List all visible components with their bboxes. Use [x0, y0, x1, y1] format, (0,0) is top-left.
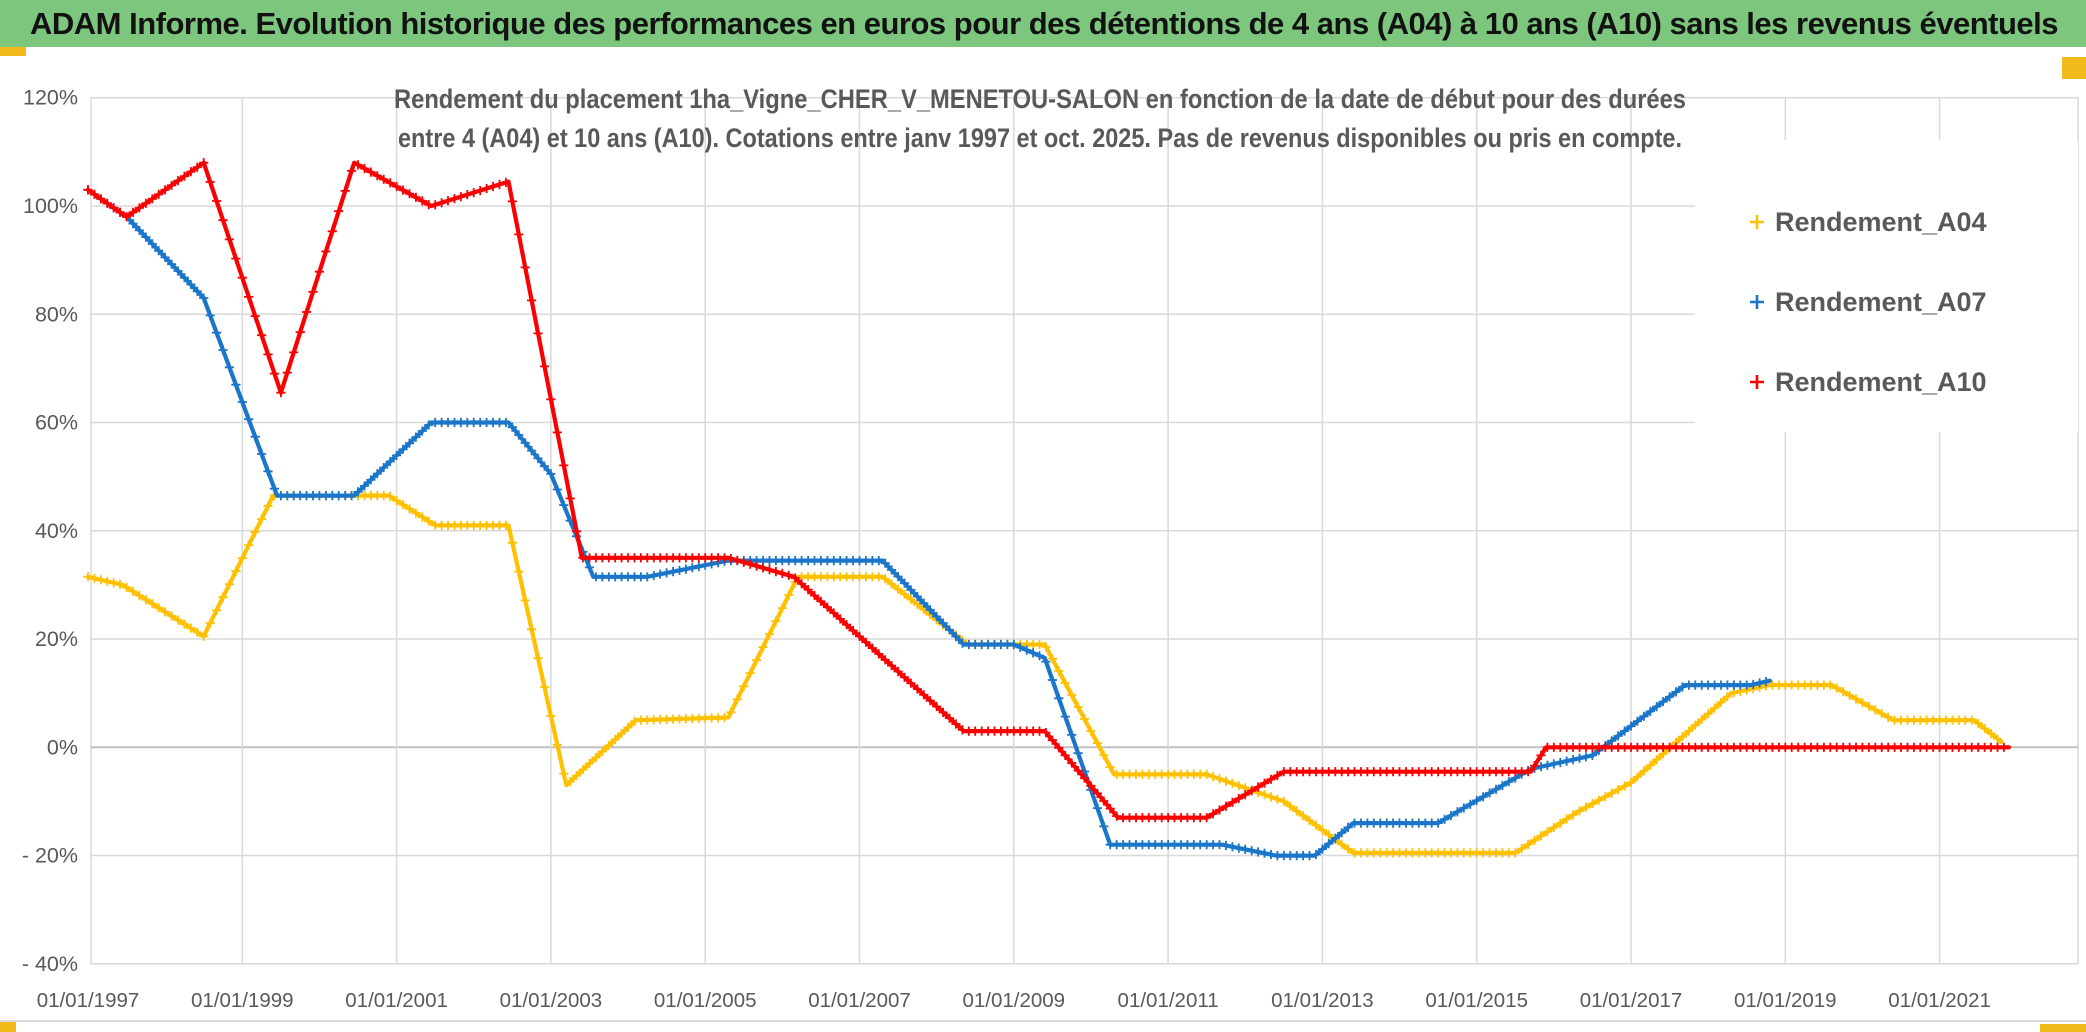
x-tick-label: 01/01/2003 [500, 989, 603, 1012]
legend-label: Rendement_A10 [1775, 367, 1987, 397]
x-tick-label: 01/01/2015 [1425, 989, 1528, 1012]
frame-accent-bottom-left [0, 1022, 16, 1032]
frame-accent-bottom-right [2040, 1024, 2086, 1032]
chart-title-line2: entre 4 (A04) et 10 ans (A10). Cotations… [398, 123, 1682, 153]
y-tick-label: 120% [23, 86, 78, 110]
y-tick-label: 100% [23, 194, 78, 218]
y-tick-label: - 20% [22, 844, 78, 868]
y-tick-label: 0% [47, 735, 78, 759]
legend-box [1695, 140, 2078, 432]
x-tick-label: 01/01/2013 [1271, 989, 1374, 1012]
legend-label: Rendement_A07 [1775, 287, 1987, 317]
x-tick-label: 01/01/2007 [808, 989, 911, 1012]
legend-plus-marker [1750, 375, 1764, 389]
legend-item-rendement_a04: Rendement_A04 [1750, 207, 1987, 237]
y-tick-label: 80% [35, 302, 78, 326]
y-tick-label: 60% [35, 411, 78, 435]
frame-accent-top-left [0, 47, 26, 56]
legend-label: Rendement_A04 [1775, 207, 1987, 237]
x-tick-label: 01/01/1997 [37, 989, 140, 1012]
x-tick-label: 01/01/2005 [654, 989, 757, 1012]
legend-item-rendement_a07: Rendement_A07 [1750, 287, 1987, 317]
x-tick-label: 01/01/1999 [191, 989, 294, 1012]
chart-title-line1: Rendement du placement 1ha_Vigne_CHER_V_… [394, 84, 1686, 114]
series-Rendement_A10 [83, 158, 2012, 823]
frame-accent-top-right [2062, 57, 2086, 79]
y-tick-label: 40% [35, 519, 78, 543]
x-tick-label: 01/01/2019 [1734, 989, 1837, 1012]
legend-plus-marker [1750, 295, 1764, 309]
page-title: ADAM Informe. Evolution historique des p… [30, 5, 2059, 41]
x-tick-label: 01/01/2021 [1888, 989, 1991, 1012]
x-tick-label: 01/01/2017 [1580, 989, 1683, 1012]
series-plus-markers [83, 158, 2009, 823]
y-tick-label: 20% [35, 627, 78, 651]
title-banner: ADAM Informe. Evolution historique des p… [0, 0, 2086, 47]
x-tick-label: 01/01/2001 [345, 989, 448, 1012]
legend-plus-marker [1750, 215, 1764, 229]
bottom-separator [0, 1020, 2086, 1022]
y-tick-label: - 40% [22, 952, 78, 976]
x-tick-label: 01/01/2011 [1118, 989, 1219, 1012]
legend-item-rendement_a10: Rendement_A10 [1750, 367, 1987, 397]
x-tick-label: 01/01/2009 [962, 989, 1065, 1012]
